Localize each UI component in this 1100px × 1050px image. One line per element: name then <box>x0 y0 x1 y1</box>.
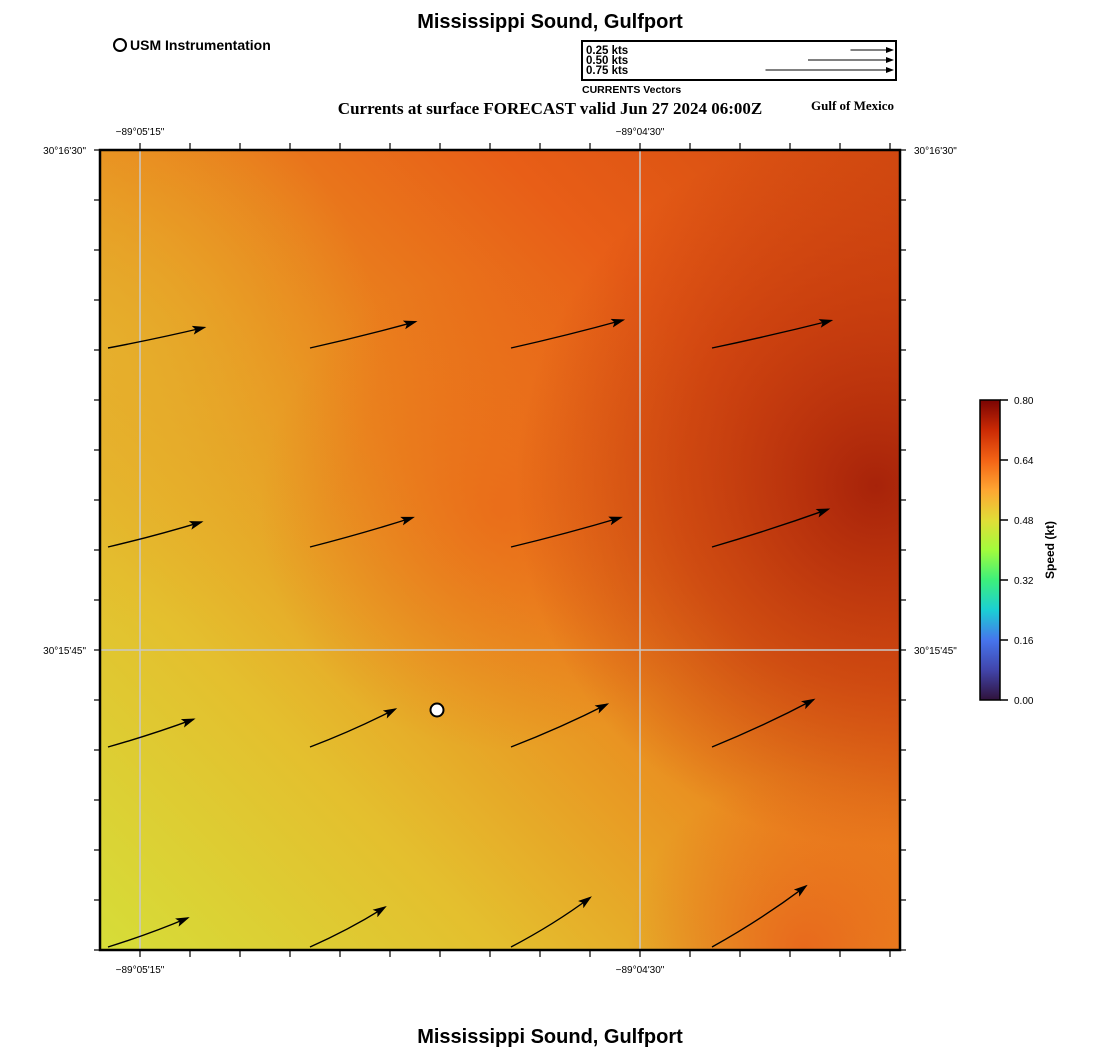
scale-arrows <box>765 47 894 73</box>
current-vector-arrow <box>711 319 834 349</box>
lon-tick-bottom-1: −89°05'15" <box>116 965 165 976</box>
colorbar-tick-3: 0.32 <box>1014 576 1034 587</box>
current-vector-arrow <box>107 718 196 748</box>
map-border <box>98 148 902 952</box>
map-title: Mississippi Sound, Gulfport <box>417 11 683 33</box>
scale-label-1: 0.25 kts <box>586 45 629 57</box>
scale-label-2: 0.50 kts <box>586 55 629 67</box>
current-vector-arrow <box>107 325 207 349</box>
colorbar-tick-0: 0.80 <box>1014 396 1034 407</box>
colorbar: 0.80 0.64 0.48 0.32 0.16 0.00 Speed (kt) <box>979 396 1057 707</box>
region-label: Gulf of Mexico <box>811 98 895 113</box>
lat-tick-right-1: 30°16'30" <box>914 146 957 157</box>
footer-title: Mississippi Sound, Gulfport <box>417 1026 683 1048</box>
lon-tick-top-1: −89°05'15" <box>116 127 165 138</box>
scale-label-3: 0.75 kts <box>586 65 629 77</box>
current-vector-arrow <box>510 516 623 548</box>
current-vector-arrow <box>309 906 387 948</box>
lat-tick-left-2: 30°15'45" <box>43 646 86 657</box>
current-vectors <box>107 318 834 948</box>
current-vector-arrow <box>107 521 204 548</box>
station-legend: USM Instrumentation <box>113 37 271 53</box>
current-vector-arrow <box>510 318 626 349</box>
colorbar-tick-2: 0.48 <box>1014 516 1034 527</box>
lat-tick-right-2: 30°15'45" <box>914 646 957 657</box>
station-legend-label: USM Instrumentation <box>130 37 271 53</box>
current-vector-arrow <box>309 320 418 349</box>
colorbar-label: Speed (kt) <box>1043 521 1057 579</box>
vector-legend-title: CURRENTS Vectors <box>582 84 682 96</box>
current-vector-arrow <box>309 516 415 548</box>
station-marker[interactable] <box>429 702 445 718</box>
station-marker-icon <box>113 38 127 52</box>
current-vector-arrow <box>711 698 816 748</box>
lon-tick-top-2: −89°04'30" <box>616 127 665 138</box>
colorbar-tick-4: 0.16 <box>1014 636 1034 647</box>
colorbar-tick-5: 0.00 <box>1014 696 1034 707</box>
current-vector-arrow <box>711 884 808 948</box>
current-vector-arrow <box>510 703 610 748</box>
current-vector-arrow <box>510 896 592 948</box>
current-vector-arrow <box>309 708 398 748</box>
lon-tick-bottom-2: −89°04'30" <box>616 965 665 976</box>
forecast-subtitle: Currents at surface FORECAST valid Jun 2… <box>337 99 763 118</box>
colorbar-ramp <box>979 399 1001 701</box>
speed-field <box>100 150 900 950</box>
colorbar-tick-1: 0.64 <box>1014 456 1034 467</box>
graticule <box>100 150 900 950</box>
lat-tick-left-1: 30°16'30" <box>43 146 86 157</box>
current-vector-arrow <box>711 508 831 548</box>
current-vector-arrow <box>107 917 190 948</box>
vector-scale-box: 0.25 kts 0.50 kts 0.75 kts <box>581 40 897 81</box>
